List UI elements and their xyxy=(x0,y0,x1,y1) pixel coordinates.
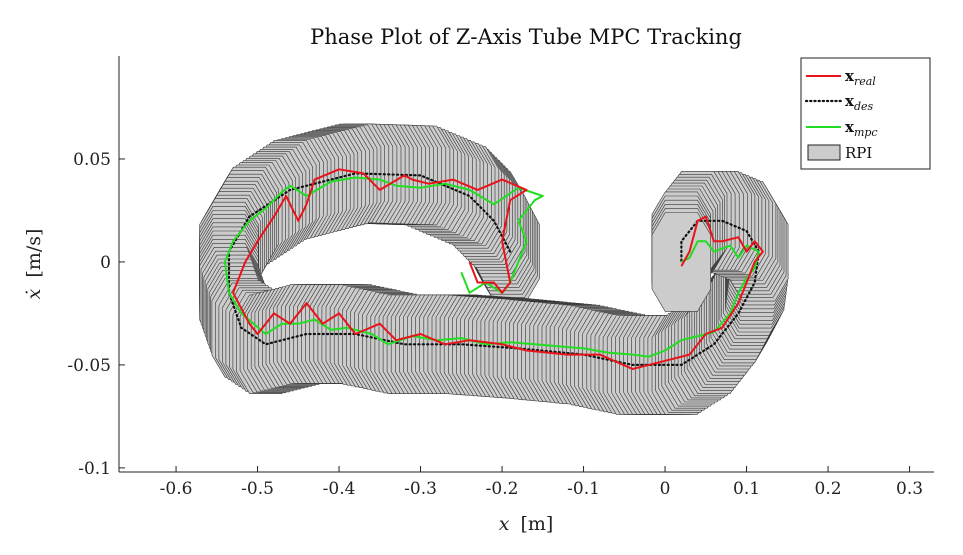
legend-entry-des: xdes xyxy=(804,92,874,113)
x-tick-label: -0.5 xyxy=(241,479,274,499)
x-tick-label: 0.1 xyxy=(733,479,760,499)
legend-label-real: xreal xyxy=(845,67,876,88)
legend-entry-mpc: xmpc xyxy=(806,118,878,139)
x-tick-label: -0.6 xyxy=(160,479,193,499)
legend-label-des: xdes xyxy=(845,92,874,113)
rpi-set xyxy=(651,212,712,312)
mpc-trajectory-layer xyxy=(223,176,760,358)
y-ticks: 0.05 0 -0.05 -0.1 xyxy=(67,150,125,479)
legend-entry-real: xreal xyxy=(806,67,876,88)
rpi-tube-layer xyxy=(199,123,789,415)
y-axis-label: ẋ [m/s] xyxy=(23,229,45,300)
x-axis-variable: x xyxy=(499,513,510,535)
y-tick-label: 0 xyxy=(100,253,111,273)
x-tick-label: 0 xyxy=(660,479,671,499)
x-tick-label: 0.3 xyxy=(896,479,923,499)
legend-label-rpi: RPI xyxy=(845,144,872,162)
y-tick-label: -0.1 xyxy=(78,459,111,479)
x-tick-label: -0.1 xyxy=(567,479,600,499)
chart-title: Phase Plot of Z-Axis Tube MPC Tracking xyxy=(310,25,742,49)
y-tick-label: 0.05 xyxy=(73,150,111,170)
legend-entry-rpi: RPI xyxy=(807,144,872,162)
mpc-trajectory-line xyxy=(223,176,760,358)
x-tick-label: -0.2 xyxy=(486,479,519,499)
x-tick-label: 0.2 xyxy=(815,479,842,499)
y-axis-unit: [m/s] xyxy=(23,229,45,278)
x-tick-label: -0.3 xyxy=(404,479,437,499)
axes xyxy=(118,56,934,473)
y-axis-variable: ẋ xyxy=(23,288,45,299)
x-tick-label: -0.4 xyxy=(323,479,356,499)
x-axis-unit: [m] xyxy=(520,513,553,535)
desired-trajectory-line xyxy=(227,172,760,366)
x-ticks: -0.6 -0.5 -0.4 -0.3 -0.2 -0.1 0 0.1 0.2 0.3 xyxy=(160,466,923,499)
x-axis-label: x [m] xyxy=(499,513,554,535)
real-trajectory-line xyxy=(232,168,764,370)
legend-swatch-rpi xyxy=(807,144,841,161)
desired-trajectory-layer xyxy=(227,172,760,366)
legend: xreal xdes xmpc RPI xyxy=(800,57,931,170)
legend-label-mpc: xmpc xyxy=(845,118,878,139)
real-trajectory-layer xyxy=(232,168,764,370)
y-tick-label: -0.05 xyxy=(67,356,111,376)
